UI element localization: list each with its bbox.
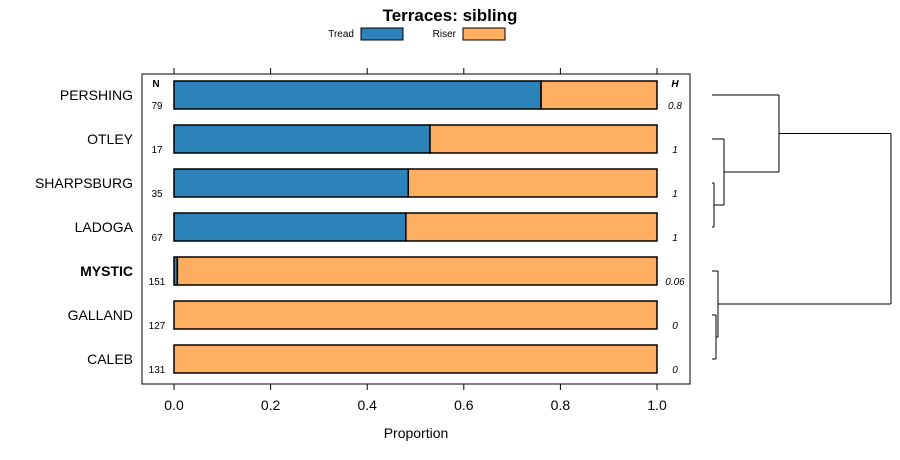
legend-label-riser: Riser (433, 29, 457, 40)
h-value-ladoga: 1 (672, 233, 678, 244)
dendrogram (712, 94, 892, 360)
x-tick-label-2: 0.4 (357, 397, 377, 413)
n-value-caleb: 131 (149, 365, 166, 376)
n-value-ladoga: 67 (151, 233, 163, 244)
bar-riser-galland (173, 300, 658, 330)
chart-title: Terraces: sibling (383, 6, 518, 25)
category-label-otley: OTLEY (87, 131, 134, 147)
n-value-mystic: 151 (149, 277, 166, 288)
bar-tread-ladoga (173, 212, 407, 242)
n-value-sharpsburg: 35 (151, 189, 163, 200)
n-value-galland: 127 (149, 321, 166, 332)
bars (173, 80, 658, 374)
n-header: N (152, 79, 159, 90)
category-label-mystic: MYSTIC (80, 263, 133, 279)
category-label-caleb: CALEB (87, 351, 133, 367)
bar-tread-otley (173, 124, 431, 154)
h-value-pershing: 0.8 (668, 101, 682, 112)
x-tick-label-4: 0.8 (551, 397, 571, 413)
category-label-galland: GALLAND (68, 307, 133, 323)
legend: Tread Riser (328, 27, 506, 41)
bar-riser-caleb (173, 344, 658, 374)
category-label-ladoga: LADOGA (75, 219, 134, 235)
plot-panel (141, 73, 691, 385)
h-value-galland: 0 (672, 321, 678, 332)
h-value-caleb: 0 (672, 365, 678, 376)
n-value-otley: 17 (151, 145, 163, 156)
h-value-sharpsburg: 1 (672, 189, 678, 200)
h-value-mystic: 0.06 (665, 277, 685, 288)
bar-riser-mystic (176, 256, 658, 286)
bar-riser-pershing (540, 80, 658, 110)
x-tick-label-3: 0.6 (454, 397, 474, 413)
h-header: H (671, 79, 679, 90)
legend-swatch-tread (360, 27, 404, 41)
bar-riser-ladoga (405, 212, 658, 242)
bar-tread-pershing (173, 80, 542, 110)
x-tick-label-5: 1.0 (647, 397, 667, 413)
legend-swatch-riser (462, 27, 506, 41)
x-axis-ticks: 0.0 0.2 0.4 0.6 0.8 1.0 (164, 68, 667, 413)
legend-label-tread: Tread (328, 29, 354, 40)
bar-tread-sharpsburg (173, 168, 410, 198)
x-tick-label-0: 0.0 (164, 397, 184, 413)
category-label-pershing: PERSHING (60, 87, 133, 103)
category-label-sharpsburg: SHARPSBURG (35, 175, 133, 191)
bar-riser-otley (429, 124, 658, 154)
x-tick-label-1: 0.2 (261, 397, 281, 413)
bar-riser-sharpsburg (407, 168, 658, 198)
x-axis-label: Proportion (384, 425, 449, 441)
h-value-otley: 1 (672, 145, 678, 156)
n-value-pershing: 79 (151, 101, 163, 112)
